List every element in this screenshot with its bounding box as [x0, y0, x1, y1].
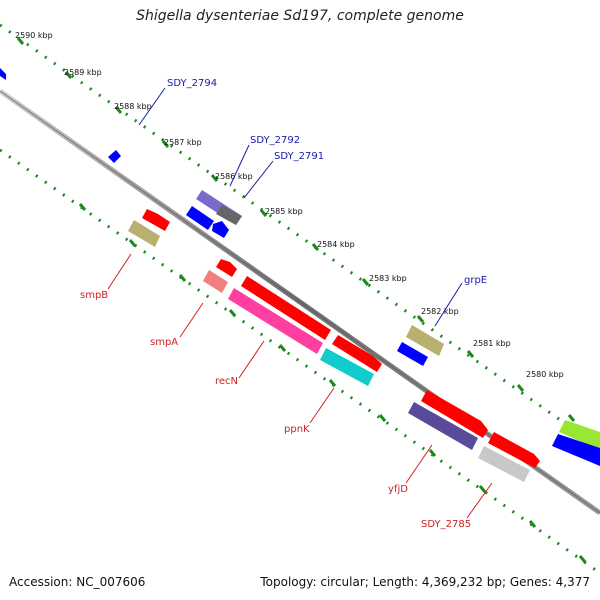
tick-label: 2582 kbp	[421, 307, 459, 316]
gene-feature[interactable]	[186, 206, 214, 230]
gene-label-sdy2785[interactable]: SDY_2785	[421, 519, 471, 530]
tick-label: 2585 kbp	[265, 207, 303, 216]
gene-feature[interactable]	[332, 335, 382, 372]
gene-label-recN[interactable]: recN	[215, 376, 238, 387]
tick-label: 2583 kbp	[369, 274, 407, 283]
genome-summary-text: Topology: circular; Length: 4,369,232 bp…	[260, 575, 590, 589]
tick-label: 2590 kbp	[15, 31, 53, 40]
tick-label: 2584 kbp	[317, 240, 355, 249]
gene-feature[interactable]	[408, 402, 478, 450]
gene-feature[interactable]	[228, 288, 323, 354]
gene-feature[interactable]	[559, 420, 600, 450]
gene-feature[interactable]	[0, 68, 6, 80]
gene-feature[interactable]	[216, 205, 242, 225]
tick-label: 2589 kbp	[64, 68, 102, 77]
gene-label-yfjD[interactable]: yfjD	[388, 484, 408, 495]
gene-features	[0, 68, 600, 482]
gene-label-sdy2791[interactable]: SDY_2791	[274, 151, 324, 162]
gene-feature[interactable]	[128, 220, 160, 247]
outer-ruler	[0, 23, 600, 450]
gene-feature[interactable]	[397, 342, 428, 366]
gene-label-sdy2792[interactable]: SDY_2792	[250, 135, 300, 146]
gene-feature[interactable]	[203, 270, 228, 293]
tick-label: 2580 kbp	[526, 370, 564, 379]
map-title: Shigella dysenteriae Sd197, complete gen…	[136, 8, 464, 24]
gene-feature[interactable]	[406, 325, 444, 356]
inner-ruler	[0, 148, 600, 575]
gene-feature[interactable]	[108, 150, 121, 163]
gene-label-smpA[interactable]: smpA	[150, 337, 178, 348]
gene-feature[interactable]	[241, 276, 331, 340]
gene-feature[interactable]	[478, 446, 530, 482]
gene-feature[interactable]	[421, 390, 488, 438]
accession-text: Accession: NC_007606	[9, 575, 146, 589]
gene-label-grpE[interactable]: grpE	[464, 275, 487, 286]
gene-feature[interactable]	[142, 209, 170, 231]
tick-label: 2587 kbp	[164, 138, 202, 147]
gene-label-smpB[interactable]: smpB	[80, 290, 108, 301]
gene-label-sdy2794[interactable]: SDY_2794	[167, 78, 217, 89]
gene-feature[interactable]	[320, 348, 374, 386]
gene-feature[interactable]	[212, 221, 229, 238]
tick-label: 2581 kbp	[473, 339, 511, 348]
tick-label: 2588 kbp	[114, 102, 152, 111]
leader-lines	[107, 87, 493, 519]
gene-feature[interactable]	[216, 259, 237, 277]
gene-feature[interactable]	[488, 432, 540, 468]
major-ticks	[16, 37, 587, 563]
gene-feature[interactable]	[552, 434, 600, 466]
gene-label-ppnK[interactable]: ppnK	[284, 424, 310, 435]
